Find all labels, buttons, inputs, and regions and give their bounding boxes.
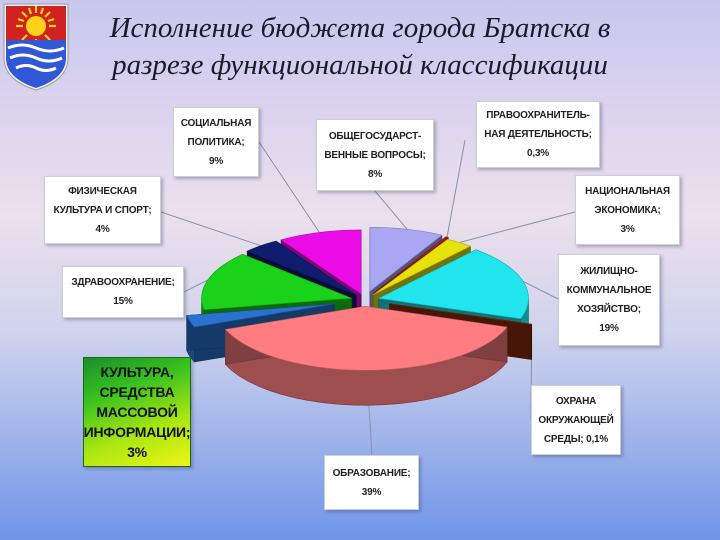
label-line: ОКРУЖАЮЩЕЙ — [538, 414, 614, 426]
label-line: ОБРАЗОВАНИЕ; — [332, 467, 411, 479]
label-line: МАССОВОЙ — [96, 404, 178, 420]
label-line: ЭКОНОМИКА; — [594, 204, 661, 216]
leader-line — [160, 211, 261, 247]
pie-slice-top — [224, 305, 508, 371]
label-line: ВЕННЫЕ ВОПРОСЫ; — [324, 149, 426, 161]
leader-line — [522, 280, 561, 301]
leader-line — [459, 211, 576, 243]
label-line: ФИЗИЧЕСКАЯ — [68, 185, 137, 197]
label-line: 3% — [620, 223, 635, 235]
label-line: ЖИЛИЩНО- — [580, 266, 638, 277]
label-line: ЗДРАВООХРАНЕНИЕ; — [71, 277, 175, 288]
label-line: СРЕДЫ; 0,1% — [543, 433, 609, 445]
pie-slice-top — [201, 253, 352, 311]
label-line: ОХРАНА — [555, 395, 597, 407]
title-line-1: Исполнение бюджета города Братска в — [109, 12, 611, 44]
pie-slice-top — [280, 229, 362, 295]
label-line: ИНФОРМАЦИИ; — [83, 424, 191, 440]
label-housing: ЖИЛИЩНО- КОММУНАЛЬНОЕ ХОЗЯЙСТВО; 19% — [558, 254, 660, 346]
label-line: КУЛЬТУРА И СПОРТ; — [53, 204, 152, 216]
label-economy: НАЦИОНАЛЬНАЯ ЭКОНОМИКА; 3% — [575, 175, 680, 245]
label-social: СОЦИАЛЬНАЯ ПОЛИТИКА; 9% — [173, 107, 259, 177]
leader-line — [374, 190, 408, 230]
label-line: ПРАВООХРАНИТЕЛЬ- — [486, 110, 590, 121]
label-line: 15% — [113, 296, 133, 307]
leader-line — [446, 139, 466, 238]
label-law: ПРАВООХРАНИТЕЛЬ- НАЯ ДЕЯТЕЛЬНОСТЬ; 0,3% — [476, 101, 600, 168]
label-culture: КУЛЬТУРА, СРЕДСТВА МАССОВОЙ ИНФОРМАЦИИ; 3% — [83, 357, 191, 467]
label-environment: ОХРАНА ОКРУЖАЮЩЕЙ СРЕДЫ; 0,1% — [531, 385, 621, 455]
pie-slice-top — [389, 303, 533, 325]
label-health: ЗДРАВООХРАНЕНИЕ; 15% — [62, 266, 184, 318]
label-line: КОММУНАЛЬНОЕ — [566, 285, 652, 296]
slide-title: Исполнение бюджета города Братска в разр… — [80, 10, 640, 84]
leader-line — [183, 279, 208, 293]
city-coat-of-arms-logo — [3, 3, 69, 91]
label-line: ПОЛИТИКА; — [187, 136, 245, 148]
pie-slice-top — [369, 226, 443, 292]
label-education: ОБРАЗОВАНИЕ; 39% — [324, 455, 419, 510]
label-line: 9% — [208, 155, 224, 167]
label-general: ОБЩЕГОСУДАРСТ- ВЕННЫЕ ВОПРОСЫ; 8% — [316, 119, 434, 191]
pie-slice — [224, 305, 508, 406]
label-line: ХОЗЯЙСТВО; — [577, 304, 641, 315]
label-line: 39% — [361, 486, 382, 498]
label-sport: ФИЗИЧЕСКАЯ КУЛЬТУРА И СПОРТ; 4% — [44, 176, 161, 244]
label-line: НАЯ ДЕЯТЕЛЬНОСТЬ; — [484, 129, 592, 140]
label-line: 3% — [127, 444, 147, 460]
label-line: НАЦИОНАЛЬНАЯ — [585, 185, 670, 197]
label-line: ОБЩЕГОСУДАРСТ- — [328, 130, 422, 142]
leader-line — [258, 141, 320, 233]
pie-slice-top — [372, 238, 472, 296]
pie-slice-top — [377, 249, 529, 320]
pie-slice-top — [186, 303, 335, 328]
label-line: 8% — [367, 168, 383, 180]
pie-slice-top — [246, 240, 357, 296]
label-line: 0,3% — [527, 148, 549, 159]
label-line: 19% — [599, 323, 619, 334]
label-line: СРЕДСТВА — [99, 384, 175, 400]
label-line: КУЛЬТУРА, — [100, 364, 174, 380]
title-line-2: разрезе функциональной классификации — [112, 49, 608, 81]
label-line: СОЦИАЛЬНАЯ — [180, 117, 252, 129]
label-line: 4% — [95, 223, 110, 235]
pie-slice-top — [373, 236, 449, 294]
